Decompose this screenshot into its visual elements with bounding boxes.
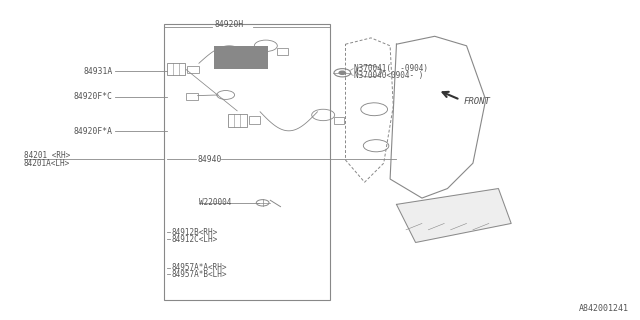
Text: 84912C<LH>: 84912C<LH>	[172, 235, 218, 244]
Text: 84912B<RH>: 84912B<RH>	[172, 228, 218, 237]
Polygon shape	[396, 188, 511, 243]
Text: 84931A: 84931A	[84, 67, 113, 76]
Text: 84201 <RH>: 84201 <RH>	[24, 151, 70, 160]
Bar	[167, 63, 185, 75]
Text: 84940: 84940	[198, 155, 222, 164]
Bar	[186, 93, 198, 100]
Bar	[277, 48, 287, 55]
Bar	[248, 116, 260, 124]
Text: 84957A*A<RH>: 84957A*A<RH>	[172, 263, 227, 272]
Bar	[228, 114, 246, 127]
Text: FRONT: FRONT	[463, 97, 490, 106]
Text: A842001241: A842001241	[579, 304, 629, 313]
Text: 84920H: 84920H	[215, 20, 244, 29]
Bar	[164, 24, 330, 300]
Text: N370040<0904- ): N370040<0904- )	[355, 71, 424, 80]
Circle shape	[339, 71, 346, 74]
Bar	[188, 66, 199, 73]
Text: 84920F*A: 84920F*A	[74, 127, 113, 136]
Text: 84920F*C: 84920F*C	[74, 92, 113, 101]
Text: W220004: W220004	[199, 198, 231, 207]
Bar	[334, 117, 344, 124]
Text: 84957A*B<LH>: 84957A*B<LH>	[172, 270, 227, 279]
Text: 84201A<LH>: 84201A<LH>	[24, 159, 70, 168]
Text: N370041(  -0904): N370041( -0904)	[355, 63, 428, 73]
